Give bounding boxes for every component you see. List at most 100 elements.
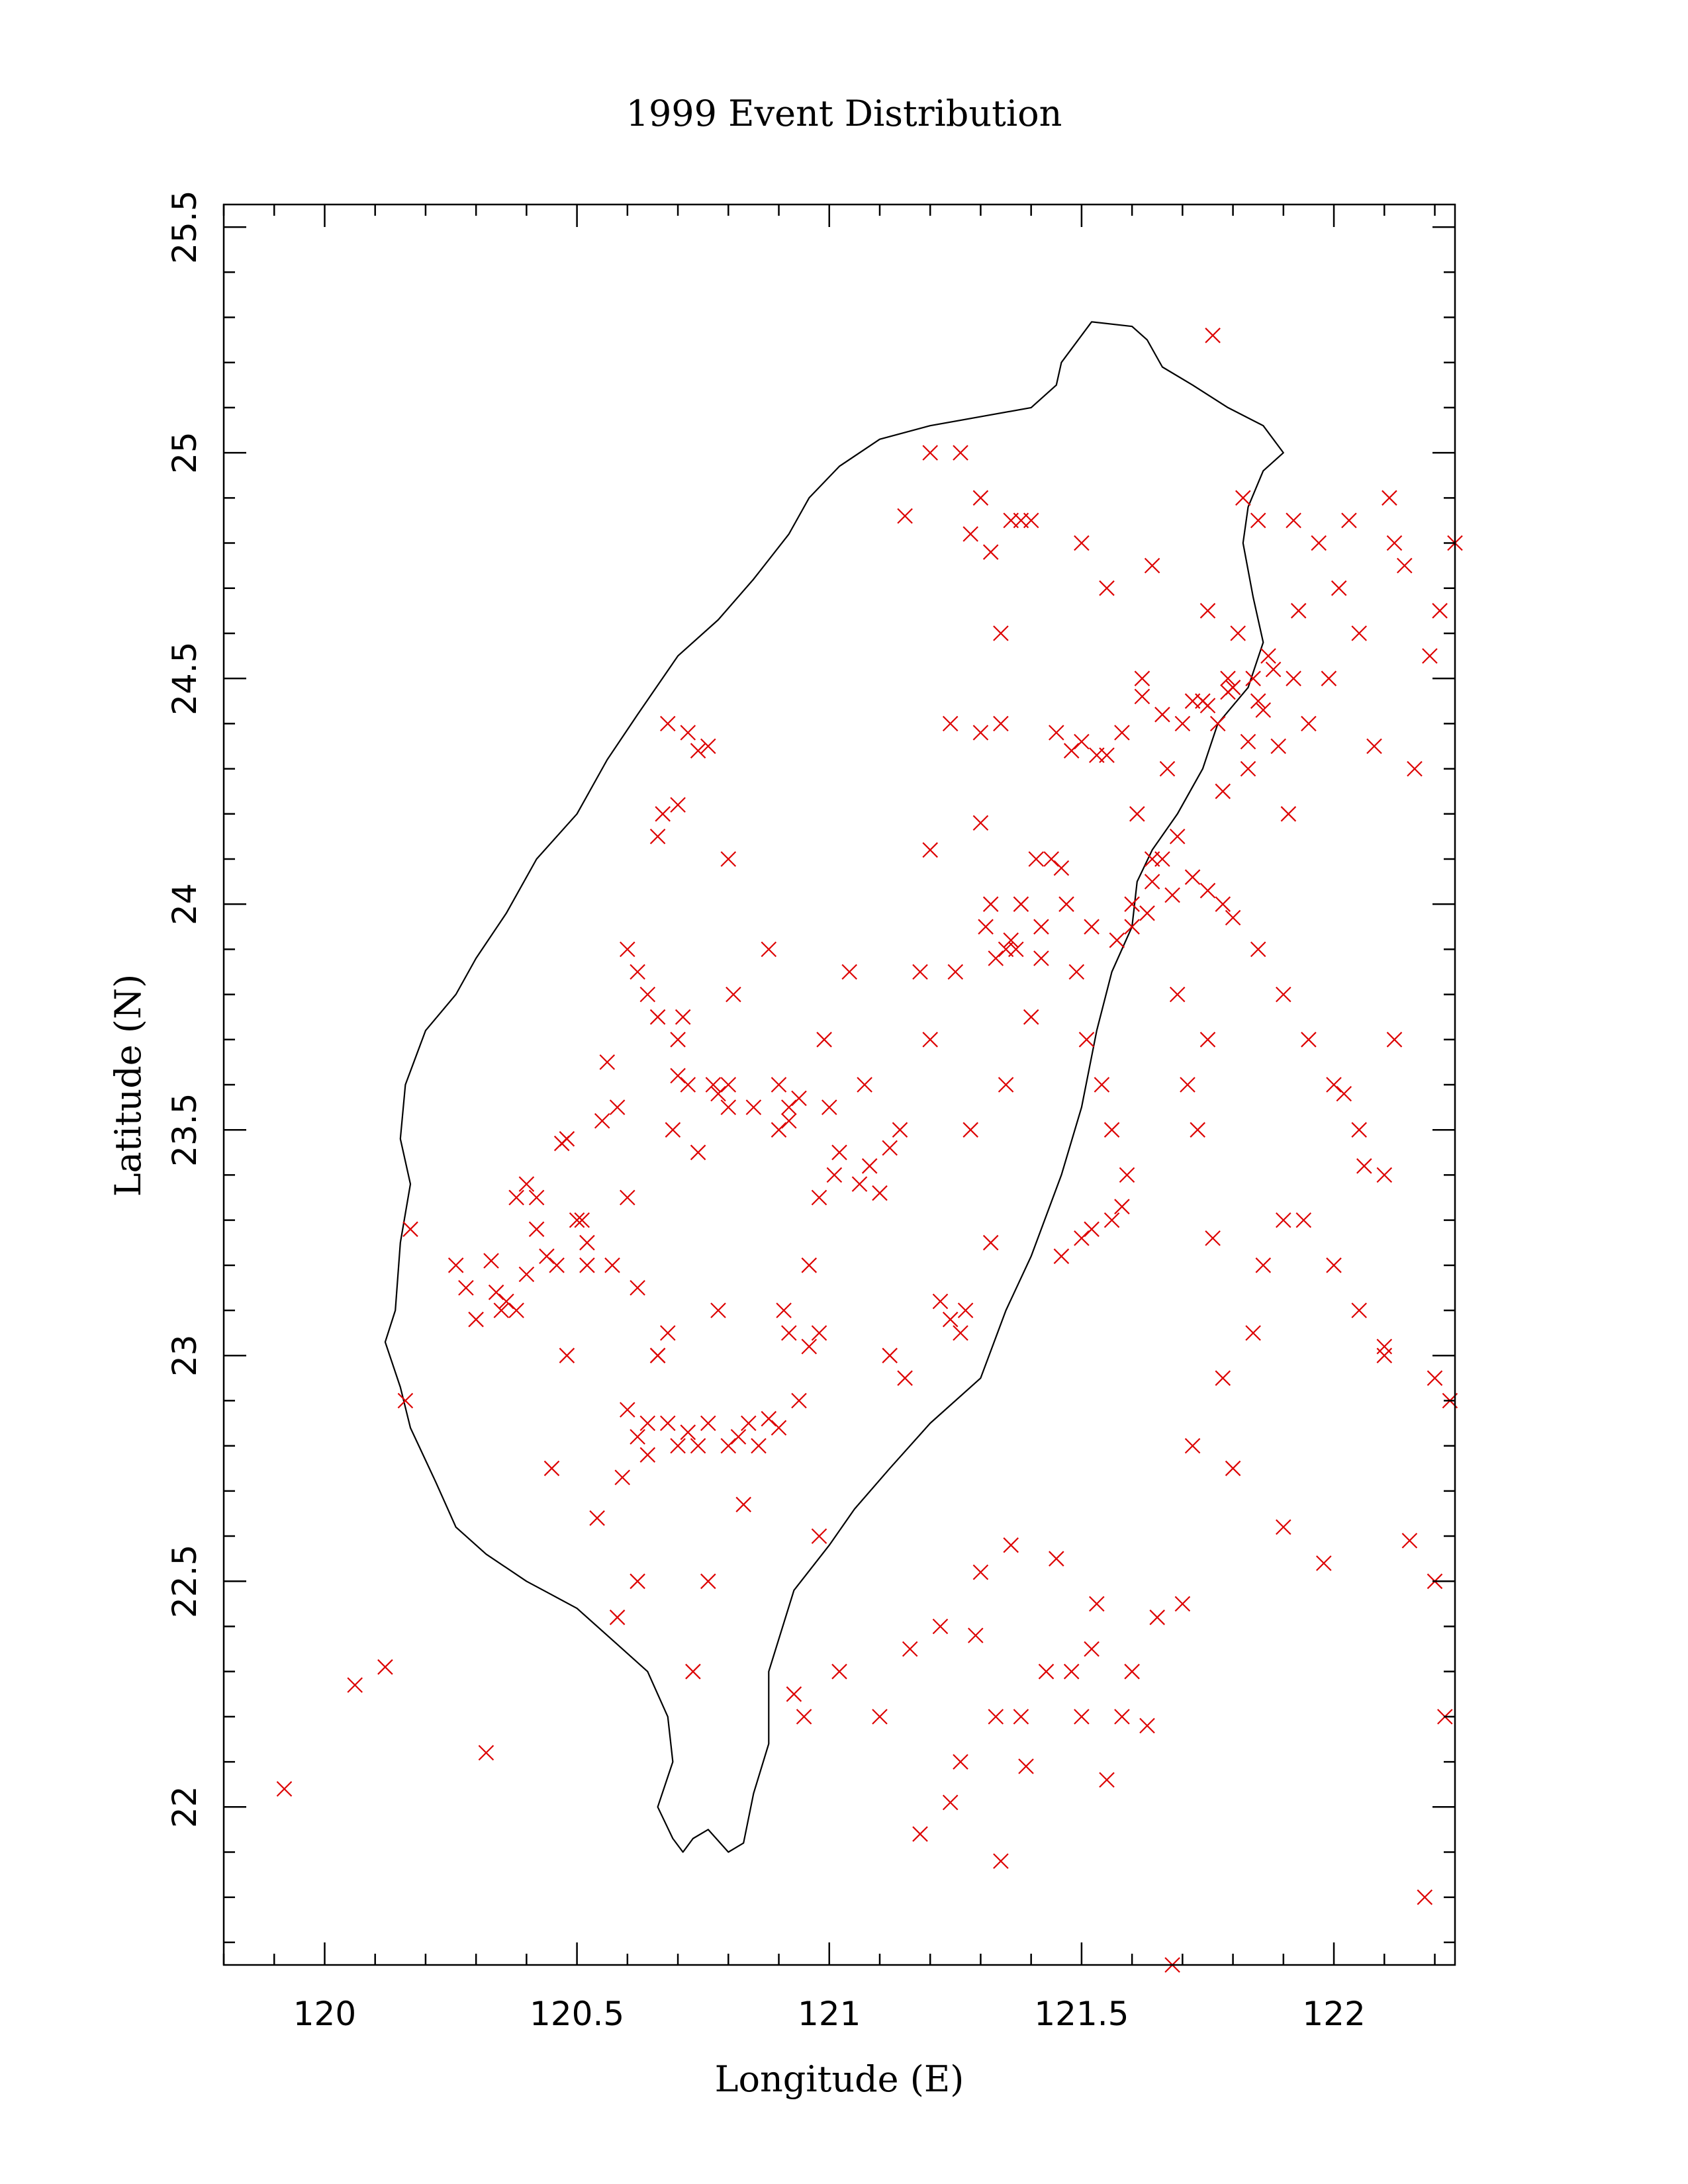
event-marker: [771, 1077, 787, 1093]
event-marker: [1159, 760, 1176, 777]
event-marker: [761, 1410, 777, 1427]
event-marker: [791, 1090, 807, 1107]
event-marker: [1215, 783, 1231, 799]
event-marker: [1301, 1032, 1317, 1048]
event-markers: [276, 328, 1463, 1973]
event-marker: [897, 1370, 913, 1387]
event-marker: [660, 715, 676, 732]
event-marker: [478, 1745, 494, 1761]
event-marker: [781, 1325, 797, 1341]
event-marker: [1164, 887, 1180, 903]
event-marker: [1386, 1032, 1403, 1048]
event-marker: [493, 1302, 510, 1318]
event-marker: [1276, 986, 1291, 1003]
event-marker: [614, 1469, 630, 1486]
event-marker: [761, 941, 777, 958]
event-marker: [1321, 670, 1337, 686]
event-marker: [1190, 1122, 1205, 1138]
y-tick-label: 25.5: [165, 190, 204, 263]
event-marker: [811, 1325, 827, 1341]
event-marker: [1351, 1302, 1367, 1318]
event-marker: [639, 1415, 656, 1432]
event-marker: [1053, 860, 1070, 876]
x-tick-label: 122: [1302, 1995, 1365, 2033]
event-marker: [1103, 1122, 1120, 1138]
event-marker: [1215, 896, 1231, 912]
y-tick-label: 22.5: [165, 1545, 204, 1618]
event-marker: [1154, 706, 1170, 723]
event-marker: [988, 1709, 1004, 1725]
event-marker: [751, 1437, 767, 1454]
event-marker: [649, 1009, 666, 1025]
event-marker: [922, 842, 938, 858]
event-marker: [1286, 670, 1301, 686]
event-marker: [1013, 1709, 1029, 1725]
event-marker: [1023, 512, 1039, 529]
event-marker: [801, 1338, 818, 1355]
event-marker: [594, 1113, 610, 1129]
event-marker: [1074, 1230, 1090, 1246]
event-marker: [1351, 625, 1367, 641]
event-marker: [1351, 1122, 1367, 1138]
event-marker: [1356, 1158, 1372, 1174]
event-marker: [947, 964, 964, 980]
y-tick-label: 24.5: [165, 642, 204, 715]
event-marker: [1199, 603, 1216, 619]
event-marker: [649, 1347, 666, 1363]
event-marker: [786, 1686, 802, 1702]
event-marker: [1427, 1370, 1443, 1387]
event-marker: [1245, 670, 1261, 686]
y-tick-label: 25: [165, 432, 204, 474]
event-marker: [1270, 738, 1286, 754]
event-marker: [1265, 661, 1282, 678]
event-marker: [1058, 896, 1074, 912]
event-marker: [1144, 557, 1160, 574]
event-marker: [1199, 882, 1216, 899]
event-marker: [620, 1189, 635, 1206]
taiwan-coastline: [384, 321, 1284, 1853]
event-marker: [942, 1311, 959, 1328]
event-marker: [675, 1009, 691, 1025]
event-marker: [1301, 715, 1317, 732]
event-marker: [942, 1794, 959, 1811]
event-marker: [705, 1077, 722, 1093]
event-marker: [1114, 725, 1130, 741]
event-marker: [1023, 1009, 1039, 1025]
event-marker: [811, 1189, 827, 1206]
event-marker: [1255, 702, 1272, 718]
event-marker: [543, 1460, 560, 1477]
event-marker: [1220, 684, 1236, 700]
event-marker: [741, 1415, 757, 1432]
event-marker: [1250, 693, 1266, 709]
event-marker: [549, 1257, 565, 1273]
event-marker: [882, 1140, 898, 1156]
event-marker: [851, 1176, 868, 1192]
event-marker: [942, 715, 959, 732]
event-marker: [710, 1302, 726, 1318]
event-marker: [630, 1429, 645, 1445]
event-marker: [1003, 1537, 1019, 1553]
event-marker: [972, 1564, 989, 1580]
y-tick-label: 23: [165, 1334, 204, 1377]
event-marker: [1376, 1347, 1393, 1363]
event-marker: [579, 1257, 595, 1273]
event-marker: [1068, 964, 1085, 980]
event-marker: [857, 1077, 872, 1093]
event-marker: [720, 1437, 737, 1454]
event-marker: [982, 896, 999, 912]
event-marker: [953, 1325, 968, 1341]
event-marker: [1144, 874, 1160, 889]
event-marker: [1220, 670, 1236, 686]
event-marker: [402, 1221, 418, 1238]
event-marker: [781, 1113, 797, 1129]
event-marker: [1401, 1533, 1418, 1549]
event-marker: [922, 445, 938, 461]
event-marker: [831, 1663, 847, 1680]
event-marker: [932, 1293, 949, 1310]
event-marker: [377, 1659, 393, 1675]
event-marker: [801, 1257, 818, 1273]
event-marker: [872, 1709, 888, 1725]
event-marker: [700, 1573, 716, 1590]
event-marker: [518, 1176, 535, 1192]
